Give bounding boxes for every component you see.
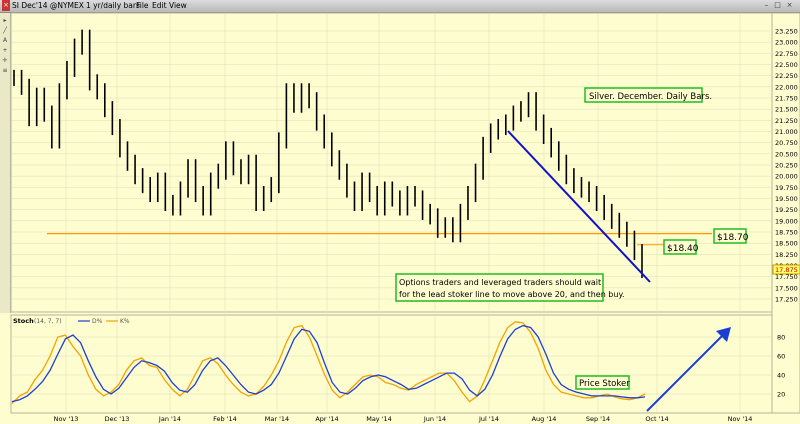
price-tick-label: 17.500: [775, 284, 798, 292]
price-tick-label: 20.750: [775, 139, 798, 147]
time-tick-label: Oct '14: [645, 415, 668, 423]
advice-line-1: Options traders and leveraged traders sh…: [399, 278, 601, 287]
stoch-arrow-line: [646, 332, 726, 412]
time-tick-label: Aug '14: [532, 415, 557, 423]
stoch-d-line[interactable]: [11, 324, 646, 403]
line-tool-icon[interactable]: ╱: [3, 27, 7, 34]
price-tick-label: 18.750: [775, 229, 798, 237]
time-tick-label: Jul '14: [478, 415, 499, 423]
stoch-params: (14, 7, 7): [34, 318, 62, 325]
price-tick-label: 18.500: [775, 240, 798, 248]
current-price: 17.875: [775, 266, 798, 274]
price-tick-label: 21.250: [775, 117, 798, 125]
price-tick-label: 22.250: [775, 72, 798, 80]
price-tick-label: 21.000: [775, 128, 798, 136]
period-label[interactable]: 1 yr/daily bars: [86, 1, 140, 10]
time-tick-label: Mar '14: [265, 415, 289, 423]
menu-file[interactable]: File: [136, 1, 149, 10]
price-panel: [10, 12, 773, 313]
text-tool-icon[interactable]: A: [2, 37, 8, 44]
cursor-icon[interactable]: ▸: [3, 17, 7, 24]
trend-line[interactable]: [507, 130, 651, 283]
stoch-panel: [10, 314, 773, 414]
current-price-tag: [772, 264, 800, 275]
d-legend: D%: [92, 318, 103, 325]
price-tick-label: 20.000: [775, 173, 798, 181]
advice-box[interactable]: [395, 273, 604, 302]
price-tick-label: 23.000: [775, 39, 798, 47]
price-axis: [771, 12, 800, 414]
price-tick-label: 19.500: [775, 195, 798, 203]
stoch-tick-label: 20: [777, 391, 785, 399]
stoch-tick-label: 60: [777, 353, 785, 361]
menu-view[interactable]: View: [169, 1, 187, 10]
close-icon[interactable]: ×: [2, 0, 10, 11]
level-1870-box[interactable]: [713, 228, 747, 244]
price-tick-label: 18.250: [775, 251, 798, 259]
time-tick-label: Jan '14: [158, 415, 181, 423]
time-tick-label: Feb '14: [213, 415, 237, 423]
price-tick-label: 20.250: [775, 162, 798, 170]
time-tick-label: Sep '14: [586, 415, 610, 423]
menu-edit[interactable]: Edit: [152, 1, 167, 10]
price-tick-label: 21.500: [775, 106, 798, 114]
settings-icon[interactable]: ≡: [2, 67, 8, 74]
minimize-icon[interactable]: –: [764, 1, 769, 9]
time-tick-label: Nov '14: [728, 415, 753, 423]
price-tick-label: 19.000: [775, 217, 798, 225]
window-close-icon[interactable]: ×: [786, 1, 793, 9]
level-1840-box[interactable]: [663, 239, 697, 255]
title-annotation-box[interactable]: [584, 87, 703, 103]
time-tick-label: Dec '13: [105, 415, 130, 423]
price-tick-label: 22.750: [775, 50, 798, 58]
k-legend: K%: [120, 318, 130, 325]
stoch-k-line[interactable]: [11, 321, 646, 404]
price-tick-label: 22.000: [775, 83, 798, 91]
time-tick-label: Jun '14: [423, 415, 446, 423]
maximize-icon[interactable]: □: [774, 1, 781, 9]
level-1840-label: $18.40: [667, 244, 699, 254]
stoch-tick-label: 40: [777, 372, 785, 380]
crosshair-icon[interactable]: ✛: [2, 57, 8, 64]
price-tick-label: 17.250: [775, 296, 798, 304]
price-tick-label: 19.250: [775, 206, 798, 214]
price-tick-label: 17.750: [775, 273, 798, 281]
level-1870-label: $18.70: [717, 233, 749, 243]
price-tick-label: 23.250: [775, 28, 798, 36]
window-title: SI Dec'14 @NYMEX: [12, 1, 84, 10]
zoom-icon[interactable]: +: [2, 47, 8, 54]
title-annotation: Silver. December. Daily Bars.: [589, 92, 712, 102]
price-tick-label: 21.750: [775, 95, 798, 103]
stoker-box[interactable]: [575, 375, 630, 390]
time-tick-label: Nov '13: [54, 415, 79, 423]
price-tick-label: 20.500: [775, 150, 798, 158]
stoch-tick-label: 80: [777, 334, 785, 342]
advice-line-2: for the lead stoker line to move above 2…: [399, 290, 625, 299]
stoch-arrow-head: [716, 327, 731, 342]
stoch-label[interactable]: Stoch: [13, 317, 34, 325]
stoker-label: Price Stoker: [579, 379, 630, 389]
time-tick-label: Apr '14: [315, 415, 338, 423]
price-tick-label: 19.750: [775, 184, 798, 192]
time-tick-label: May '14: [366, 415, 392, 423]
price-tick-label: 22.500: [775, 61, 798, 69]
